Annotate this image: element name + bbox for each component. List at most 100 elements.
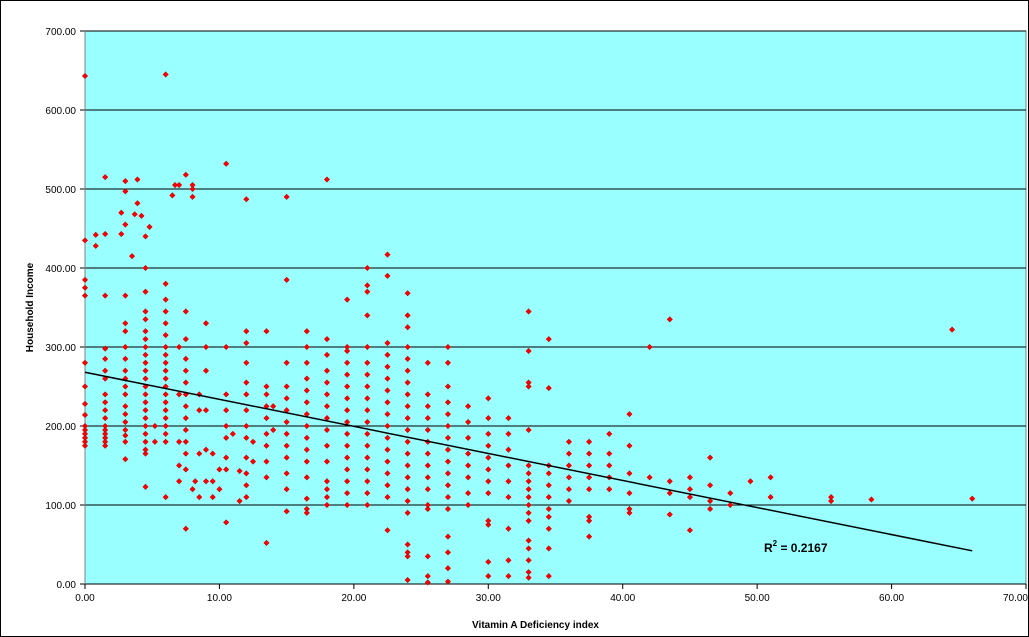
data-point xyxy=(323,426,330,433)
data-point xyxy=(102,367,109,374)
data-point xyxy=(505,446,512,453)
data-point xyxy=(142,328,149,335)
data-point xyxy=(182,379,189,386)
data-point xyxy=(364,466,371,473)
data-point xyxy=(586,517,593,524)
data-point xyxy=(465,450,472,457)
data-point xyxy=(129,253,136,260)
data-point xyxy=(525,517,532,524)
data-point xyxy=(565,498,572,505)
data-point xyxy=(243,196,250,203)
y-axis-tick-labels: 0.00 100.00 200.00 300.00 400.00 500.00 600.00… xyxy=(45,27,76,591)
data-point xyxy=(162,407,169,414)
data-point xyxy=(202,478,210,485)
data-point xyxy=(122,221,129,228)
data-point xyxy=(606,462,613,469)
data-point xyxy=(747,478,754,485)
data-point xyxy=(243,379,250,386)
data-point xyxy=(364,419,371,426)
data-point xyxy=(223,454,230,461)
data-point xyxy=(323,403,330,410)
data-point xyxy=(384,470,391,477)
data-point xyxy=(424,573,431,580)
data-point xyxy=(182,367,189,374)
data-point xyxy=(243,328,250,335)
data-point xyxy=(586,450,593,457)
data-point xyxy=(216,466,223,473)
data-point xyxy=(182,525,189,532)
data-point xyxy=(142,351,149,358)
data-point xyxy=(196,494,203,501)
data-point xyxy=(586,438,593,445)
data-point xyxy=(323,442,330,449)
data-point xyxy=(545,545,552,552)
data-point xyxy=(323,336,330,343)
data-point xyxy=(172,182,179,189)
data-point xyxy=(485,415,492,422)
data-point xyxy=(283,419,290,426)
data-point xyxy=(182,355,189,362)
data-point xyxy=(189,185,196,193)
data-point xyxy=(189,486,196,493)
data-point xyxy=(727,501,734,509)
data-point xyxy=(250,438,257,445)
data-point xyxy=(303,359,310,366)
data-point xyxy=(142,415,149,422)
data-point xyxy=(189,193,196,200)
data-point xyxy=(142,422,149,430)
data-point xyxy=(134,200,141,207)
data-point xyxy=(323,501,330,509)
data-point xyxy=(243,340,250,347)
data-point xyxy=(727,490,734,497)
data-point xyxy=(828,498,835,505)
data-point xyxy=(323,367,330,374)
data-point xyxy=(404,474,411,481)
data-point xyxy=(384,251,391,258)
y-tick-label: 300.00 xyxy=(45,343,76,354)
data-point xyxy=(162,332,169,339)
data-point xyxy=(81,411,89,418)
data-point xyxy=(243,391,250,398)
data-point xyxy=(364,282,371,289)
data-point xyxy=(646,343,653,351)
x-tick-label: 10.00 xyxy=(207,593,232,604)
data-point xyxy=(323,176,330,183)
data-point xyxy=(344,430,351,437)
data-point xyxy=(176,391,183,398)
data-point xyxy=(122,328,129,335)
y-tick-label: 700.00 xyxy=(45,27,76,38)
data-point xyxy=(485,395,492,402)
data-point xyxy=(364,395,371,402)
data-point xyxy=(142,483,149,490)
data-point xyxy=(364,442,371,449)
data-point xyxy=(122,188,129,195)
data-point xyxy=(303,458,310,465)
data-point xyxy=(344,407,351,414)
data-point xyxy=(176,478,183,485)
data-point xyxy=(283,193,290,200)
data-point xyxy=(243,407,250,414)
data-point xyxy=(81,359,89,366)
data-point xyxy=(505,415,512,422)
data-point xyxy=(444,434,451,441)
data-point xyxy=(525,501,532,509)
data-point xyxy=(122,320,129,327)
data-point xyxy=(525,486,532,493)
data-point xyxy=(545,482,552,489)
data-point xyxy=(162,320,169,327)
data-point xyxy=(404,426,411,433)
data-point xyxy=(169,192,176,199)
data-point xyxy=(162,71,169,78)
data-point xyxy=(364,359,371,366)
x-axis-title: Vitamin A Deficiency index xyxy=(472,620,599,631)
data-point xyxy=(444,470,451,477)
data-point xyxy=(263,458,270,465)
data-point xyxy=(303,343,310,351)
data-point xyxy=(176,438,183,445)
data-point xyxy=(122,403,129,410)
data-point xyxy=(243,494,250,501)
data-point xyxy=(182,171,189,178)
data-point xyxy=(162,343,169,351)
data-point xyxy=(545,513,552,520)
data-point xyxy=(686,527,693,534)
